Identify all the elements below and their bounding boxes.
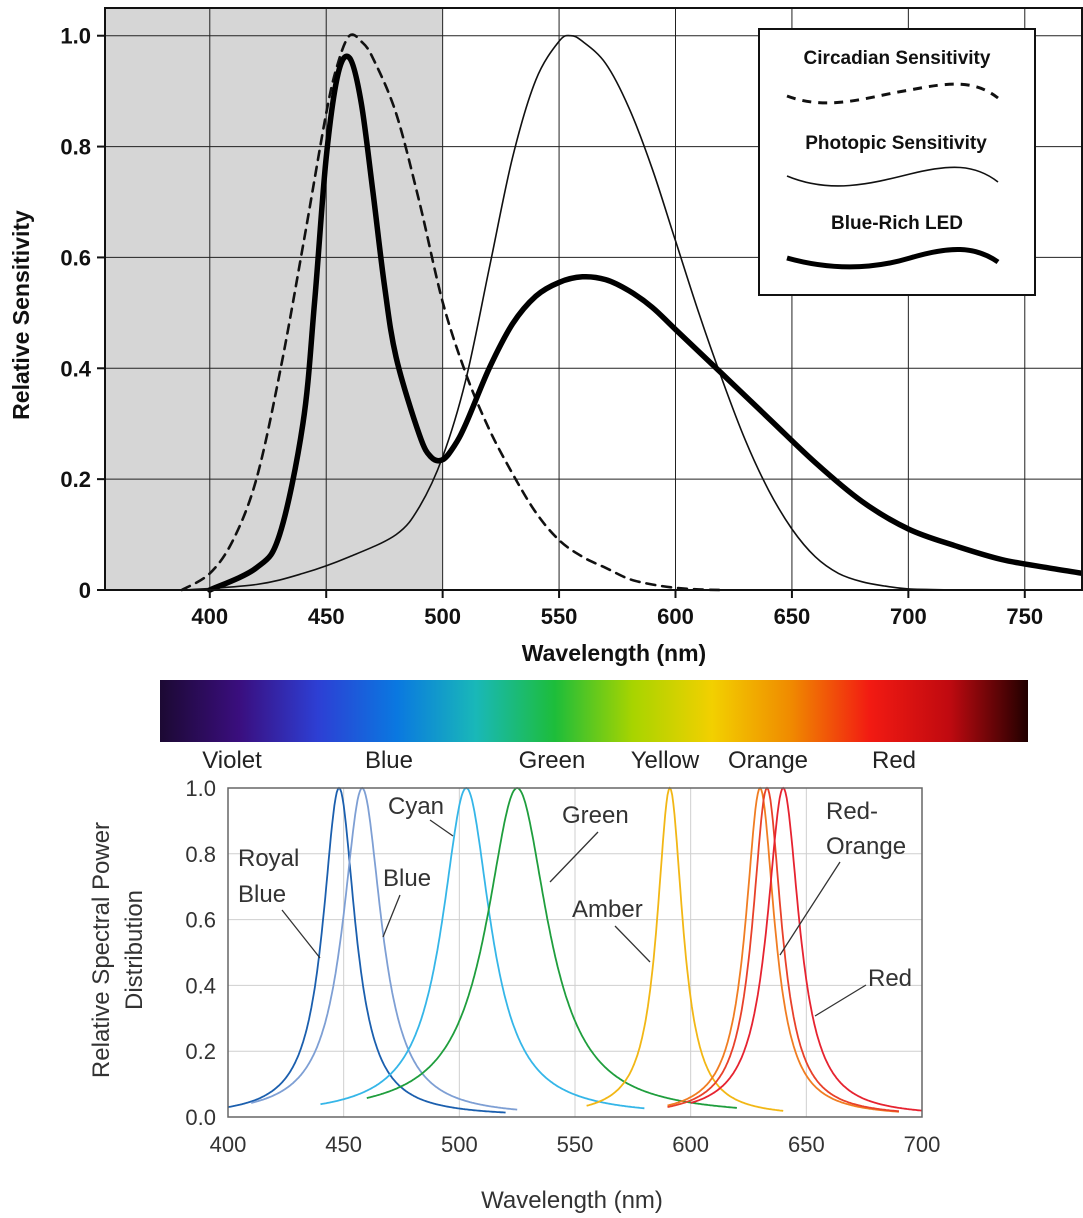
chart2-x-ticks: 400 450 500 550 600 650 700 bbox=[210, 1132, 941, 1157]
legend-circadian-label: Circadian Sensitivity bbox=[804, 48, 991, 69]
chart1-y-axis-label: Relative Sensitivity bbox=[8, 210, 34, 420]
annotation-blue: Blue bbox=[383, 865, 431, 892]
chart2-x-tick-label: 400 bbox=[210, 1132, 247, 1157]
visible-spectrum-bar: Violet Blue Green Yellow Orange Red bbox=[160, 680, 1028, 774]
band-label-violet: Violet bbox=[202, 747, 262, 774]
chart1-x-tick-label: 700 bbox=[890, 604, 927, 629]
series-blue-rich-led bbox=[207, 53, 1083, 593]
annotation-red-orange-leader bbox=[779, 861, 841, 956]
spd-royal-blue bbox=[227, 786, 506, 1114]
chart1-x-tick-label: 450 bbox=[308, 604, 345, 629]
annotation-green-leader bbox=[549, 831, 599, 883]
annotation-amber-leader bbox=[614, 925, 651, 963]
annotation-cyan: Cyan bbox=[388, 793, 444, 820]
legend-led-swatch bbox=[786, 247, 1000, 270]
chart1-x-tick-label: 600 bbox=[657, 604, 694, 629]
band-label-orange: Orange bbox=[728, 747, 808, 774]
annotation-red-orange-line2: Orange bbox=[826, 833, 906, 860]
chart2-x-tick-label: 700 bbox=[904, 1132, 941, 1157]
chart1-x-tick-label: 500 bbox=[424, 604, 461, 629]
legend-led-label: Blue-Rich LED bbox=[831, 213, 963, 234]
chart2-x-tick-label: 650 bbox=[788, 1132, 825, 1157]
chart1-x-ticks: 400 450 500 550 600 650 700 750 bbox=[191, 590, 1043, 629]
chart2-x-tick-label: 550 bbox=[557, 1132, 594, 1157]
annotation-royal-blue-leader bbox=[281, 909, 321, 959]
chart2-grid bbox=[227, 787, 923, 1118]
band-label-yellow: Yellow bbox=[631, 747, 700, 774]
spd-blue bbox=[250, 786, 518, 1111]
annotation-royal-blue-line2: Blue bbox=[238, 881, 286, 908]
chart2-annotations: Royal Blue Blue Cyan Green Amber Red- Or… bbox=[238, 793, 912, 1017]
chart2-y-axis-label-line2: Distribution bbox=[121, 890, 148, 1010]
legend-circadian-swatch bbox=[786, 82, 999, 105]
chart1-x-axis-label: Wavelength (nm) bbox=[522, 640, 706, 666]
chart1-y-ticks: 0 0.2 0.4 0.6 0.8 1.0 bbox=[60, 24, 105, 603]
chart1-series bbox=[180, 33, 1083, 593]
chart1-y-tick-label: 0.6 bbox=[60, 245, 91, 270]
led-spectral-chart: 400 450 500 550 600 650 700 0.0 0.2 0.4 0.6 0.8 1.0… bbox=[88, 776, 940, 1214]
chart2-series bbox=[227, 786, 923, 1114]
spectrum-gradient bbox=[160, 680, 1028, 742]
chart1-y-tick-label: 0 bbox=[79, 578, 91, 603]
annotation-blue-leader bbox=[382, 894, 401, 938]
legend-photopic-label: Photopic Sensitivity bbox=[805, 133, 987, 154]
annotation-green: Green bbox=[562, 802, 629, 829]
chart1-y-tick-label: 0.2 bbox=[60, 467, 91, 492]
chart1-legend: Circadian Sensitivity Photopic Sensitivi… bbox=[758, 28, 1036, 296]
chart1-y-tick-label: 0.8 bbox=[60, 135, 91, 160]
chart1-y-tick-label: 1.0 bbox=[60, 24, 91, 49]
band-label-red: Red bbox=[872, 747, 916, 774]
circadian-chart: 400 450 500 550 600 650 700 750 0 0.2 0.4 0.6 0.8 1.… bbox=[8, 7, 1083, 666]
spd-red bbox=[690, 786, 923, 1112]
spd-green bbox=[366, 787, 737, 1109]
series-circadian-sensitivity bbox=[180, 33, 724, 592]
annotation-amber: Amber bbox=[572, 896, 643, 923]
blue-region-shading bbox=[105, 8, 443, 590]
chart2-y-tick-label: 1.0 bbox=[185, 776, 216, 801]
series-photopic-sensitivity bbox=[185, 34, 956, 591]
annotation-red-orange-line1: Red- bbox=[826, 798, 878, 825]
chart1-x-tick-label: 400 bbox=[191, 604, 228, 629]
spd-red-orange bbox=[667, 786, 899, 1113]
chart2-y-ticks: 0.0 0.2 0.4 0.6 0.8 1.0 bbox=[185, 776, 216, 1130]
chart2-frame bbox=[227, 787, 923, 1118]
band-label-blue: Blue bbox=[365, 747, 413, 774]
chart2-y-tick-label: 0.6 bbox=[185, 908, 216, 933]
band-label-green: Green bbox=[519, 747, 586, 774]
chart2-y-tick-label: 0.4 bbox=[185, 973, 216, 998]
chart2-x-tick-label: 600 bbox=[672, 1132, 709, 1157]
chart1-x-tick-label: 550 bbox=[541, 604, 578, 629]
annotation-cyan-leader bbox=[429, 819, 454, 837]
chart2-y-tick-label: 0.8 bbox=[185, 842, 216, 867]
chart1-x-tick-label: 750 bbox=[1006, 604, 1043, 629]
legend-box bbox=[758, 28, 1036, 296]
chart2-x-axis-label: Wavelength (nm) bbox=[481, 1187, 663, 1214]
annotation-red-leader bbox=[814, 984, 867, 1017]
chart1-y-tick-label: 0.4 bbox=[60, 356, 91, 381]
legend-photopic-swatch bbox=[786, 166, 999, 187]
chart2-x-tick-label: 500 bbox=[441, 1132, 478, 1157]
chart1-frame bbox=[104, 7, 1083, 591]
spd-cyan bbox=[320, 787, 645, 1110]
spd-amber bbox=[586, 786, 784, 1112]
chart2-y-tick-label: 0.2 bbox=[185, 1039, 216, 1064]
chart2-y-tick-label: 0.0 bbox=[185, 1105, 216, 1130]
annotation-royal-blue-line1: Royal bbox=[238, 845, 299, 872]
annotation-red: Red bbox=[868, 965, 912, 992]
chart1-x-tick-label: 650 bbox=[774, 604, 811, 629]
chart2-y-axis-label-line1: Relative Spectral Power bbox=[88, 822, 115, 1078]
chart2-x-tick-label: 450 bbox=[325, 1132, 362, 1157]
spd-orange bbox=[667, 786, 899, 1113]
